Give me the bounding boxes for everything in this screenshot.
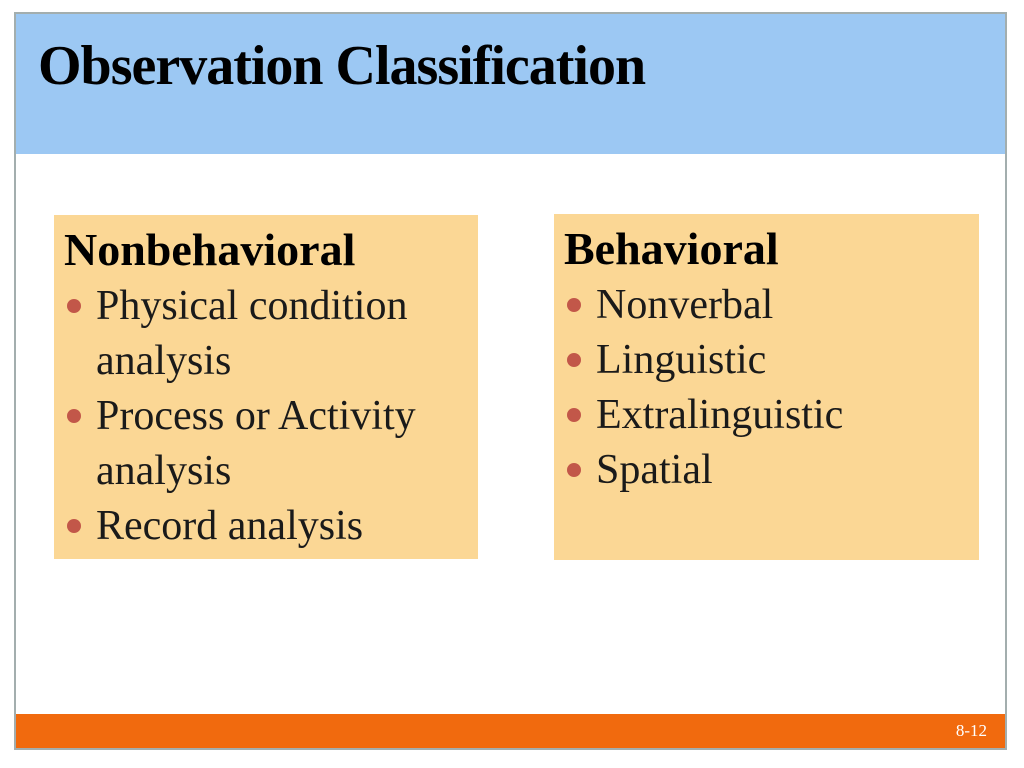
nonbehavioral-heading: Nonbehavioral [64,224,356,275]
bullet-icon [567,353,581,367]
slide-footer-bar: 8-12 [16,714,1005,748]
bullet-text: Extralinguistic [596,392,844,438]
bullet-text: Nonverbal [596,282,774,328]
nonbehavioral-bullet-list: Physical condition analysis Process or A… [64,279,468,554]
nonbehavioral-box: Nonbehavioral Physical condition analysi… [54,215,478,559]
bullet-text: Process or Activity analysis [96,393,416,494]
bullet-item: Physical condition analysis [64,279,468,389]
bullet-item: Record analysis [64,499,468,554]
slide-header-band: Observation Classification [16,14,1005,154]
behavioral-bullet-list: Nonverbal Linguistic Extralinguistic Spa… [564,278,969,498]
bullet-icon [67,409,81,423]
bullet-icon [567,298,581,312]
behavioral-box: Behavioral Nonverbal Linguistic Extralin… [554,214,979,560]
bullet-item: Extralinguistic [564,388,969,443]
bullet-text: Record analysis [96,503,364,549]
bullet-icon [67,519,81,533]
slide-frame: Observation Classification Nonbehavioral… [14,12,1007,750]
bullet-text: Physical condition analysis [96,283,408,384]
bullet-item: Spatial [564,443,969,498]
bullet-item: Linguistic [564,333,969,388]
bullet-text: Spatial [596,447,713,493]
behavioral-heading: Behavioral [564,223,779,274]
bullet-item: Nonverbal [564,278,969,333]
page-number: 8-12 [955,721,987,740]
bullet-text: Linguistic [596,337,767,383]
bullet-icon [567,408,581,422]
bullet-icon [67,299,81,313]
bullet-icon [567,463,581,477]
bullet-item: Process or Activity analysis [64,389,468,499]
page-title: Observation Classification [38,35,646,97]
